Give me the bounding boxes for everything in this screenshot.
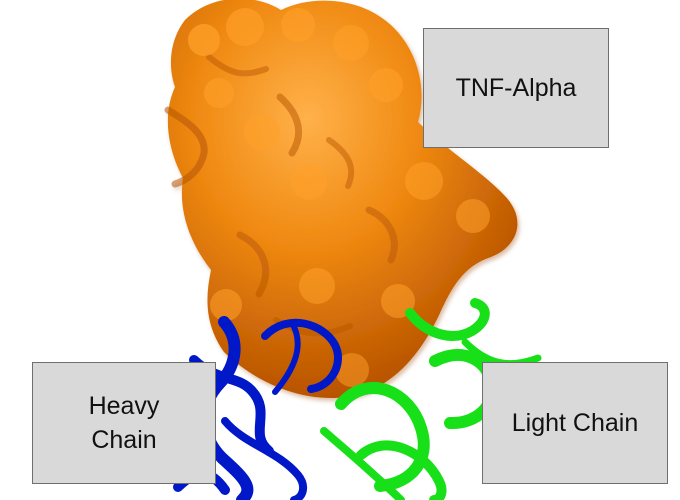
tnf-alpha-label: TNF-Alpha [423, 28, 609, 148]
light-chain-label: Light Chain [482, 362, 668, 484]
light-chain-label-text: Light Chain [511, 409, 639, 437]
tnf-alpha-label-text: TNF-Alpha [455, 74, 577, 102]
heavy-chain-label: Heavy Chain [32, 362, 216, 484]
tnf-alpha-surface [164, 0, 518, 399]
heavy-chain-label-text: Heavy Chain [88, 392, 160, 454]
